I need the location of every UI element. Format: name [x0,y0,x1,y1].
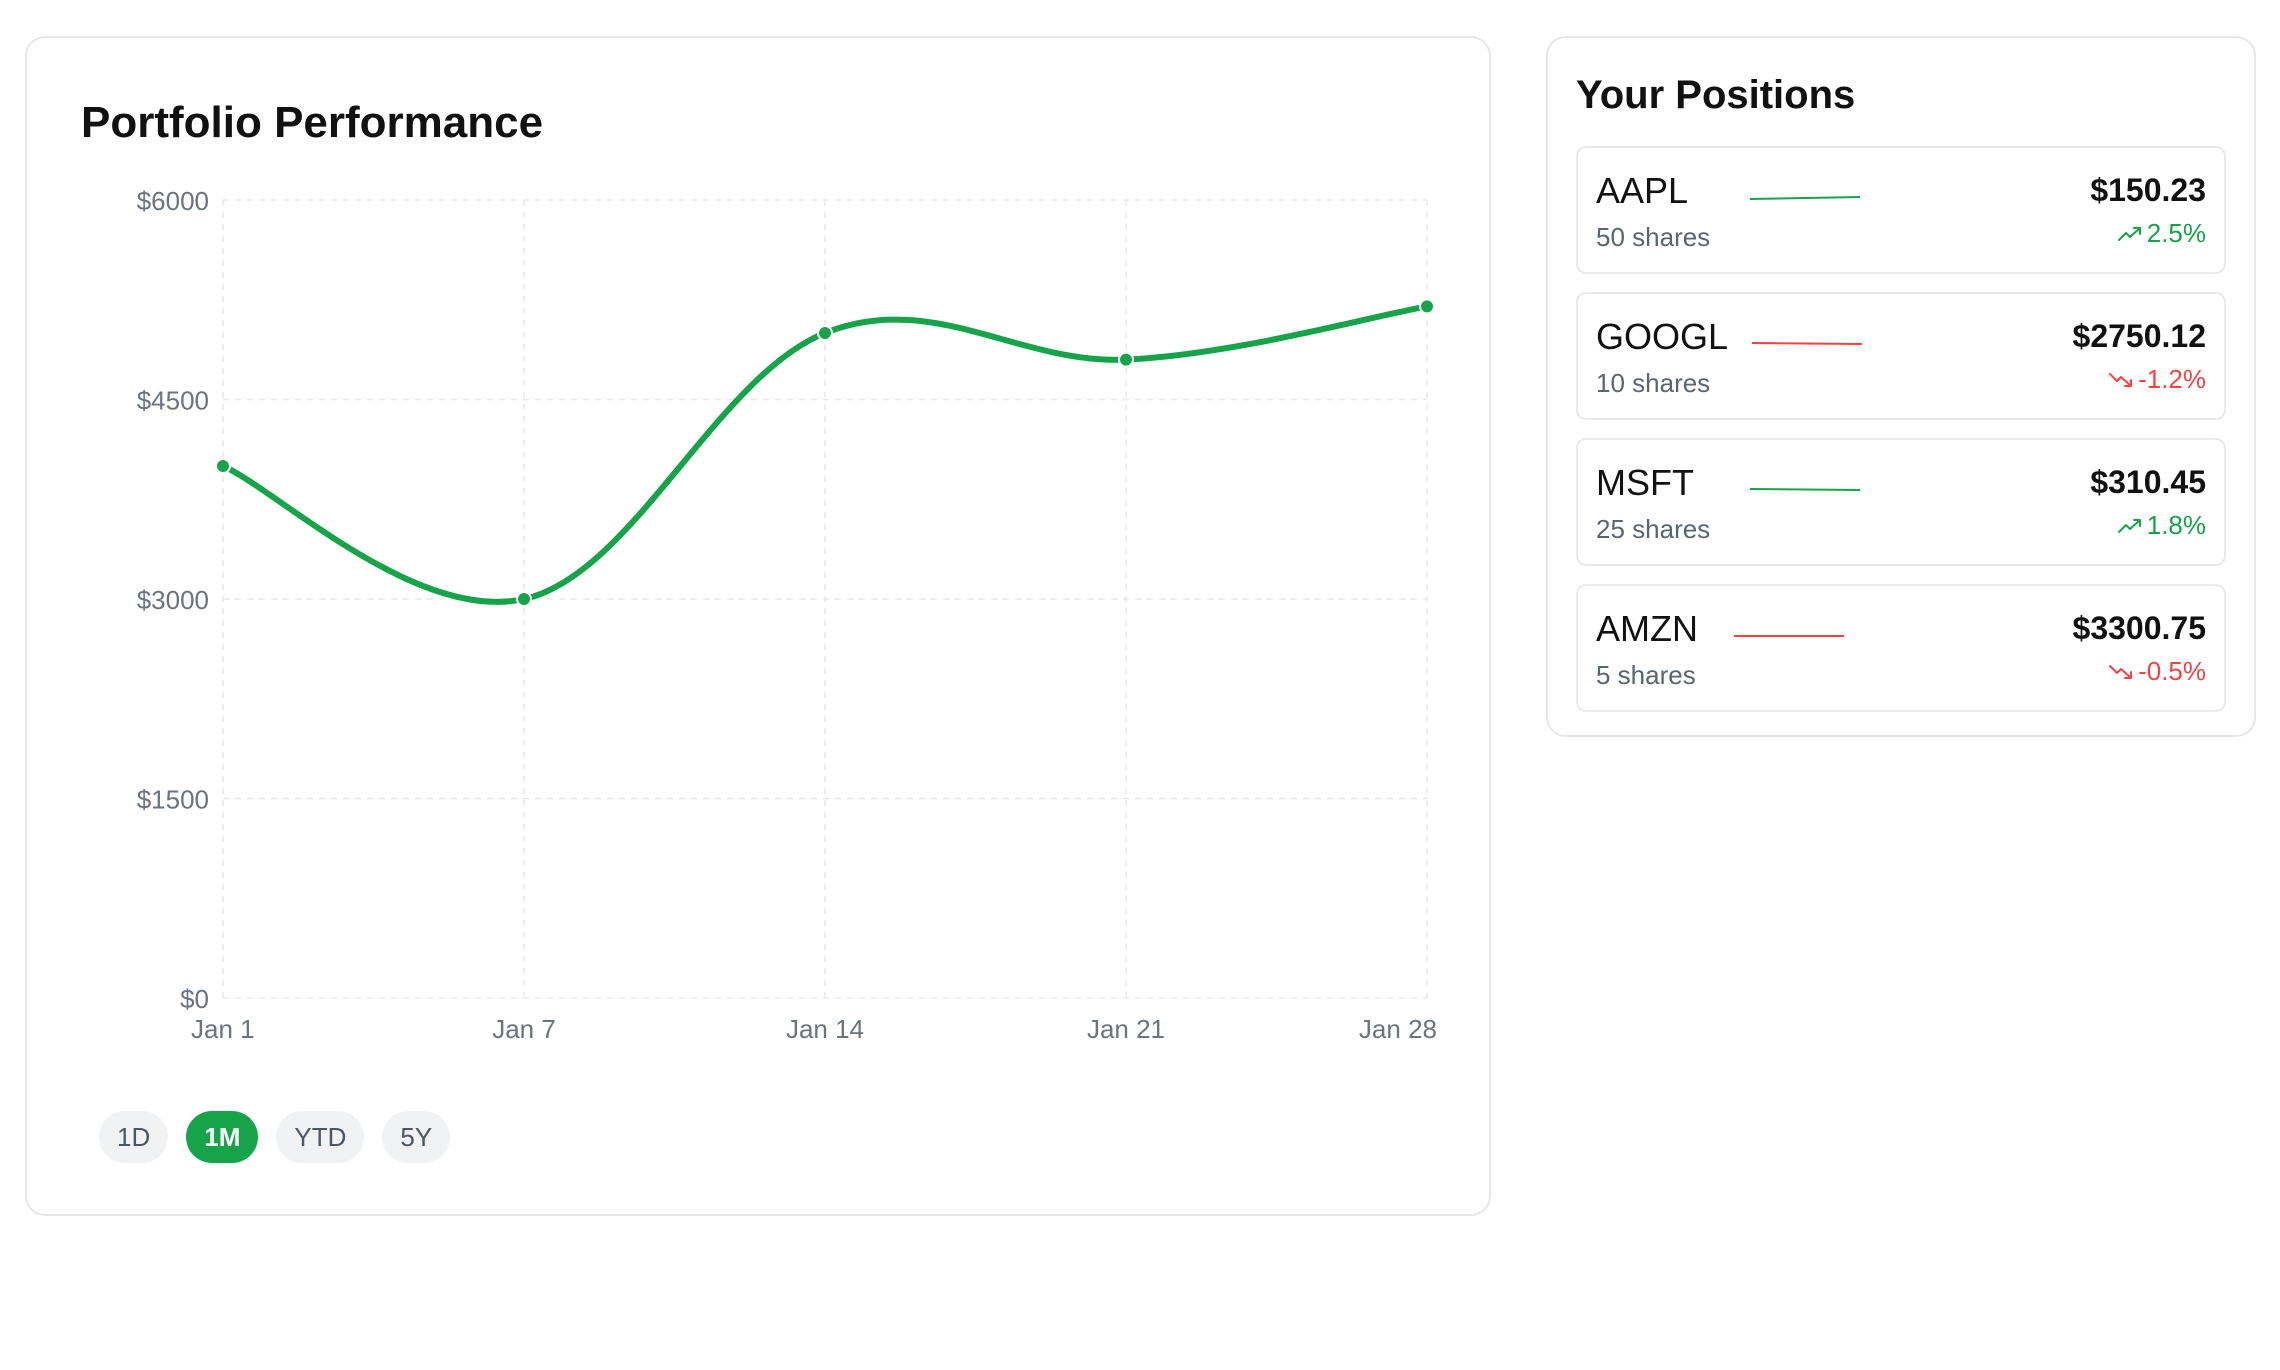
trend-icon [2109,372,2133,387]
positions-card: Your Positions AAPL 50 shares $150.23 2.… [1546,36,2256,737]
range-button-5y[interactable]: 5Y [382,1111,451,1163]
trend-icon [2117,518,2141,533]
position-symbol: MSFT [1596,462,1694,503]
range-button-1d[interactable]: 1D [99,1111,169,1163]
series-line [220,303,1430,605]
sparkline [1749,488,1861,491]
position-symbol: GOOGL [1596,316,1729,357]
position-shares: 25 shares [1596,514,1711,544]
y-tick-label: $1500 [137,785,209,815]
position-row-aapl[interactable]: AAPL 50 shares $150.23 2.5% [1576,146,2226,274]
position-symbol: AAPL [1596,170,1689,211]
position-price: $310.45 [2090,464,2206,500]
trend-icon [2109,664,2133,679]
data-point [1118,351,1134,368]
positions-title: Your Positions [1576,73,1856,117]
position-change: 2.5% [2117,218,2206,249]
position-shares: 5 shares [1596,660,1696,690]
position-price: $3300.75 [2072,610,2206,646]
data-point [817,325,833,341]
position-shares: 50 shares [1596,222,1711,252]
position-price: $150.23 [2090,172,2206,208]
range-button-1m[interactable]: 1M [186,1111,259,1163]
x-tick-label: Jan 28 [1359,1014,1437,1044]
position-change-value: -1.2% [2138,364,2206,394]
sparkline [1734,635,1844,637]
performance-chart: $0 $1500 $3000 $4500 $6000 Jan 1 Jan 7 Jan 14 Ja… [137,186,1437,1044]
position-shares: 10 shares [1596,368,1711,398]
data-point [516,591,532,607]
y-tick-label: $6000 [137,186,209,216]
time-range-selector: 1D 1M YTD 5Y [99,1111,451,1163]
position-row-amzn[interactable]: AMZN 5 shares $3300.75 -0.5% [1576,584,2226,712]
position-change: 1.8% [2117,510,2206,541]
position-change: -0.5% [2108,656,2206,687]
data-point [215,458,231,474]
position-change-value: 2.5% [2146,218,2206,248]
position-change-value: 1.8% [2146,510,2206,540]
position-symbol: AMZN [1596,608,1698,649]
y-tick-label: $0 [180,984,209,1014]
position-row-msft[interactable]: MSFT 25 shares $310.45 1.8% [1576,438,2226,566]
sparkline [1749,196,1861,200]
position-change: -1.2% [2108,364,2206,395]
data-point [1419,298,1435,315]
trend-icon [2117,226,2141,241]
sparkline [1751,342,1863,345]
range-button-ytd[interactable]: YTD [276,1111,365,1163]
x-tick-label: Jan 21 [1087,1014,1165,1044]
portfolio-performance-card: Portfolio Performance $0 $1500 $3000 $4500 $… [25,36,1491,1216]
position-change-value: -0.5% [2138,656,2206,686]
position-row-googl[interactable]: GOOGL 10 shares $2750.12 -1.2% [1576,292,2226,420]
y-tick-label: $4500 [137,386,209,416]
x-tick-label: Jan 7 [492,1014,556,1044]
x-tick-label: Jan 1 [191,1014,255,1044]
x-tick-label: Jan 14 [786,1014,864,1044]
position-price: $2750.12 [2072,318,2206,354]
y-tick-label: $3000 [137,585,209,615]
performance-title: Portfolio Performance [81,98,544,147]
